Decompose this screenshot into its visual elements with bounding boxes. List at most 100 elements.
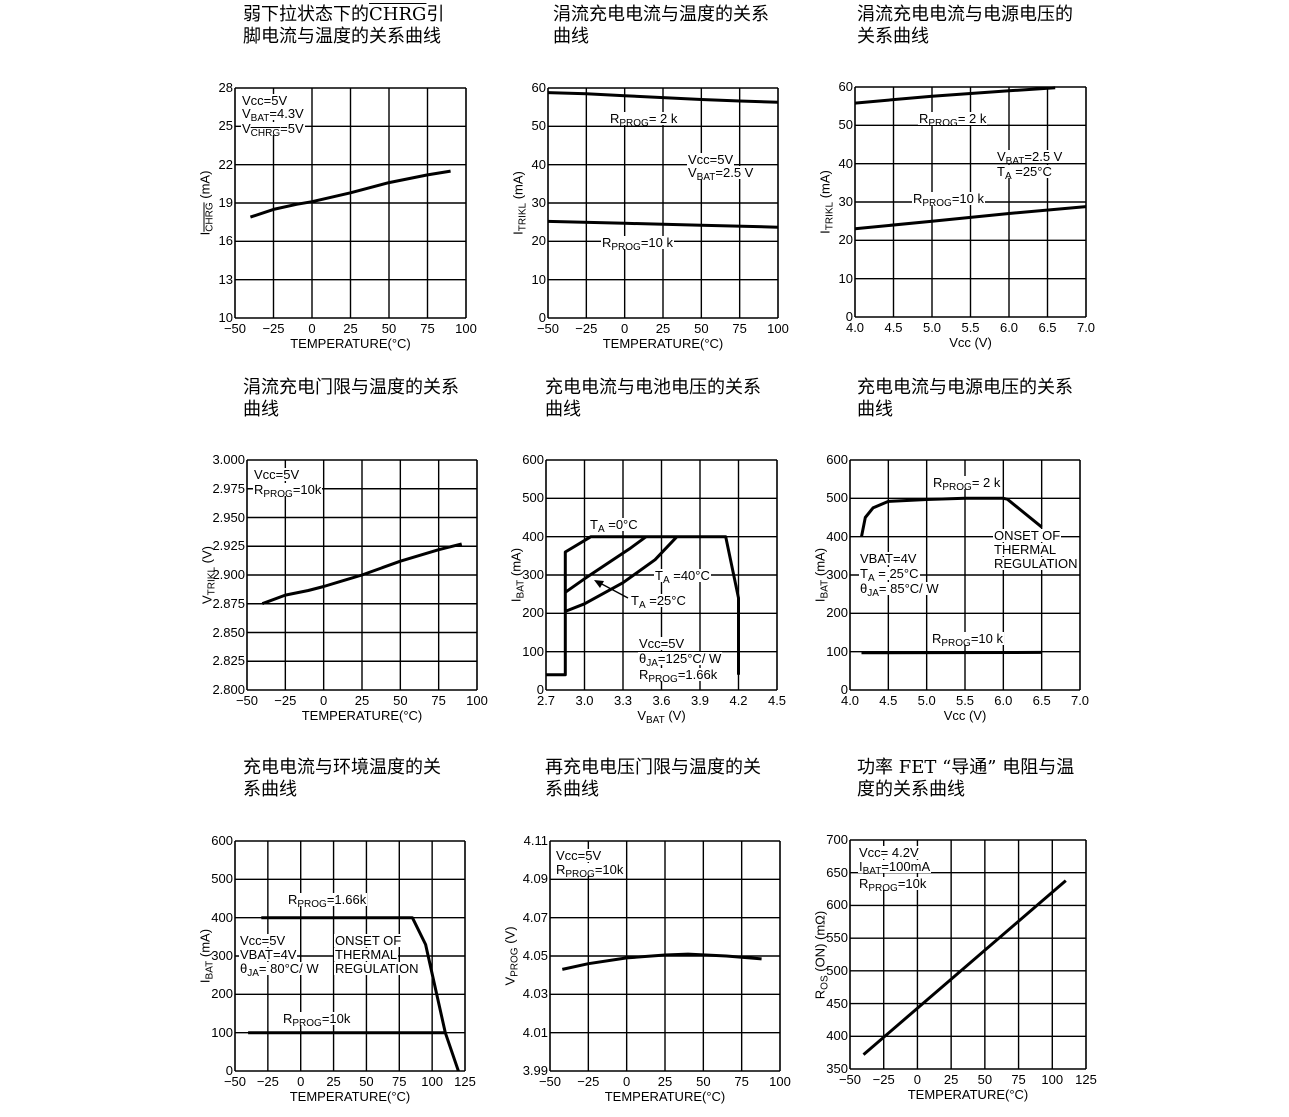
x-tick-label: 25 bbox=[343, 321, 358, 336]
y-tick-label: 2.925 bbox=[212, 538, 245, 554]
chart-annotation: REGULATION bbox=[993, 556, 1079, 571]
y-tick-label: 550 bbox=[826, 929, 848, 945]
chart-annotation: Vcc=5V bbox=[241, 93, 289, 108]
x-tick-label: −50 bbox=[223, 1074, 247, 1089]
y-tick-label: 20 bbox=[838, 232, 853, 248]
y-axis-label: ITRIKL (mA) bbox=[510, 171, 529, 235]
y-tick-label: 16 bbox=[218, 233, 233, 249]
chart-annotation: VBAT=4.3V bbox=[241, 106, 305, 124]
y-tick-label: 60 bbox=[531, 79, 546, 95]
chart-annotation: RPROG=10 k bbox=[912, 191, 986, 209]
y-tick-label: 2.950 bbox=[212, 509, 245, 525]
x-tick-label: 75 bbox=[420, 321, 435, 336]
chart-annotation: TA =25°C bbox=[996, 164, 1053, 182]
x-tick-label: 6.0 bbox=[999, 320, 1019, 335]
x-tick-label: 4.5 bbox=[879, 693, 898, 708]
chart-annotation: IBAT=100mA bbox=[858, 859, 932, 877]
y-tick-label: 19 bbox=[218, 194, 233, 210]
y-tick-label: 60 bbox=[838, 78, 853, 94]
y-tick-label: 3.000 bbox=[212, 451, 245, 467]
chart-annotation: Vcc= 4.2V bbox=[858, 845, 920, 860]
x-tick-label: 7.0 bbox=[1070, 693, 1090, 708]
y-tick-label: 0 bbox=[840, 681, 848, 697]
x-tick-label: 0 bbox=[320, 693, 328, 708]
y-tick-label: 40 bbox=[531, 156, 546, 172]
y-tick-label: 2.975 bbox=[212, 480, 245, 496]
chart-annotation: Vcc=5V bbox=[253, 467, 301, 482]
y-tick-label: 2.825 bbox=[212, 653, 245, 669]
y-tick-label: 0 bbox=[845, 308, 853, 324]
chart-annotation: ONSET OF bbox=[993, 528, 1062, 543]
y-tick-label: 400 bbox=[826, 528, 848, 544]
y-tick-label: 500 bbox=[826, 490, 848, 506]
x-tick-label: 75 bbox=[431, 693, 446, 708]
y-tick-label: 0 bbox=[536, 681, 544, 697]
series-line bbox=[862, 879, 1067, 1056]
chart-title: 充电电流与环境温度的关 系曲线 bbox=[243, 757, 441, 800]
x-axis-label: TEMPERATURE(°C) bbox=[604, 1089, 726, 1104]
y-tick-label: 22 bbox=[218, 156, 233, 172]
x-tick-label: 3.3 bbox=[613, 693, 633, 708]
chart-annotation: TA = 25°C bbox=[859, 566, 920, 584]
series-line bbox=[854, 86, 1056, 105]
y-tick-label: 4.01 bbox=[522, 1024, 548, 1040]
y-tick-label: 0 bbox=[225, 1062, 233, 1078]
chart-annotation: Vcc=5V bbox=[687, 152, 735, 167]
y-tick-label: 13 bbox=[218, 271, 233, 287]
x-tick-label: 4.5 bbox=[767, 693, 787, 708]
y-tick-label: 600 bbox=[211, 832, 233, 848]
x-tick-label: 4.0 bbox=[845, 320, 865, 335]
y-axis-label: IBAT (mA) bbox=[812, 547, 831, 603]
chart-annotation: Vcc=5V bbox=[239, 933, 287, 948]
y-tick-label: 300 bbox=[522, 566, 544, 582]
chart-annotation: THERMAL bbox=[334, 947, 399, 962]
x-tick-label: 6.5 bbox=[1038, 320, 1057, 335]
x-tick-label: 50 bbox=[359, 1074, 374, 1089]
chart-annotation: Vcc=5V bbox=[555, 848, 603, 863]
x-tick-label: −25 bbox=[274, 693, 297, 708]
chart-annotation: RPROG=10k bbox=[858, 876, 928, 894]
series-line bbox=[561, 952, 762, 971]
y-tick-label: 10 bbox=[531, 271, 546, 287]
chart-annotation: RPROG=1.66k bbox=[287, 892, 368, 910]
chart-annotation: THERMAL bbox=[993, 542, 1058, 557]
series-line bbox=[249, 169, 451, 219]
chart-annotation: VBAT=4V bbox=[239, 947, 298, 962]
x-tick-label: 7.0 bbox=[1076, 320, 1096, 335]
y-axis-label: ROS (ON) (mΩ) bbox=[812, 910, 831, 999]
series-line bbox=[261, 542, 463, 606]
chart-title: 再充电电压门限与温度的关 系曲线 bbox=[545, 757, 761, 800]
series-line bbox=[564, 535, 678, 613]
y-tick-label: 450 bbox=[826, 995, 848, 1011]
x-tick-label: −25 bbox=[262, 321, 285, 336]
chart-annotation: RPROG= 2 k bbox=[932, 475, 1002, 493]
y-tick-label: 2.900 bbox=[212, 566, 245, 582]
y-tick-label: 300 bbox=[826, 566, 848, 582]
x-tick-label: 50 bbox=[381, 321, 397, 336]
chart-title: 充电电流与电源电压的关系 曲线 bbox=[857, 377, 1073, 420]
x-tick-label: 100 bbox=[421, 1074, 443, 1089]
y-axis-label: IBAT (mA) bbox=[197, 928, 216, 984]
y-tick-label: 600 bbox=[826, 451, 848, 467]
x-tick-label: 50 bbox=[694, 321, 709, 336]
y-axis-label: ICHRG (mA) bbox=[197, 170, 216, 236]
y-tick-label: 50 bbox=[531, 118, 546, 134]
y-tick-label: 300 bbox=[211, 947, 233, 963]
chart-annotation: RPROG=1.66k bbox=[638, 667, 719, 685]
y-tick-label: 500 bbox=[826, 962, 848, 978]
x-tick-label: −50 bbox=[538, 1074, 562, 1089]
y-tick-label: 10 bbox=[218, 309, 233, 325]
y-tick-label: 400 bbox=[522, 528, 544, 544]
y-tick-label: 600 bbox=[826, 897, 848, 913]
x-tick-label: 25 bbox=[326, 1074, 341, 1089]
chart-title: 涓流充电门限与温度的关系 曲线 bbox=[243, 377, 459, 420]
x-tick-label: 50 bbox=[393, 693, 408, 708]
chart-annotation: VBAT=2.5 V bbox=[687, 165, 755, 183]
x-axis-label: TEMPERATURE(°C) bbox=[907, 1087, 1029, 1102]
y-tick-label: 350 bbox=[826, 1060, 848, 1076]
y-axis-label: ITRIKL (mA) bbox=[817, 170, 836, 234]
y-tick-label: 100 bbox=[522, 643, 544, 659]
chart-annotation: VCHRG=5V bbox=[241, 121, 305, 139]
y-tick-label: 650 bbox=[826, 864, 848, 880]
y-tick-label: 4.05 bbox=[522, 947, 548, 963]
